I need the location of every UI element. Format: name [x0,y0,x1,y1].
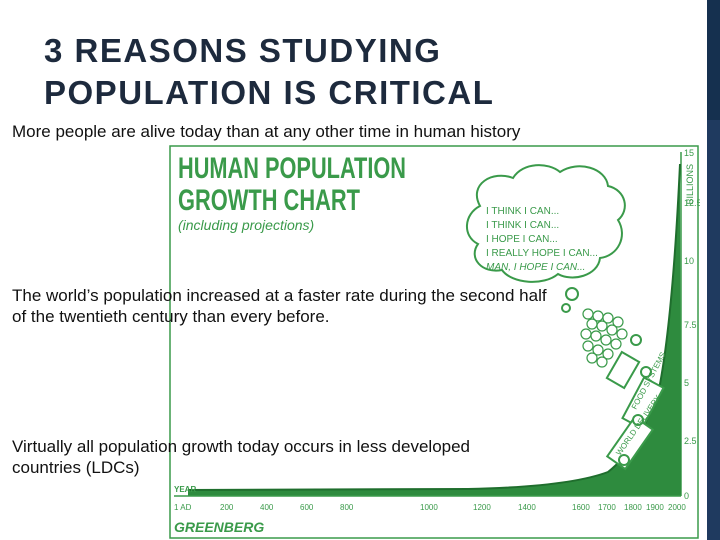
train-wheel [632,414,644,426]
x-tick-label: 200 [220,503,234,512]
x-tick-label: 600 [300,503,314,512]
population-growth-cartoon: HUMAN POPULATION GROWTH CHART (including… [169,145,700,539]
x-tick-label: 1000 [420,503,438,512]
accent-divider [703,0,706,540]
x-tick-label: 1200 [473,503,491,512]
train-car-world [605,415,655,471]
thought-line: I THINK I CAN... [486,206,559,217]
accent-bar-stripe [707,0,720,120]
y-tick-label: 12.5 [684,198,700,208]
x-tick-label: 2000 [668,503,686,512]
x-tick-label: 1 AD [174,503,192,512]
y-tick-label: 7.5 [684,320,697,330]
thought-text: I THINK I CAN... I THINK I CAN... I HOPE… [486,206,598,273]
y-tick-label: 5 [684,378,689,388]
slide-title-line-1: 3 REASONS STUDYING [44,32,442,69]
x-tick-label: 400 [260,503,274,512]
thought-cloud [466,164,626,283]
x-tick-label: 800 [340,503,354,512]
x-tick-label: 1600 [572,503,590,512]
y-tick-label: 10 [684,256,694,266]
slide-title: 3 REASONS STUDYING POPULATION IS CRITICA… [44,30,494,114]
thought-bubble-dot [565,287,579,301]
bullet-1: More people are alive today than at any … [12,122,521,141]
train-wheel [640,366,652,378]
y-unit-label: BILLIONS [685,164,695,205]
thought-line: I HOPE I CAN... [486,234,558,245]
slide-title-line-2: POPULATION IS CRITICAL [44,74,495,111]
bullet-3: Virtually all population growth today oc… [12,437,471,477]
people-crowd [580,308,628,368]
thought-line: I REALLY HOPE I CAN... [486,248,598,259]
accent-bar [707,0,720,540]
x-tick-label: 1700 [598,503,616,512]
cartoon-heading-line-1: HUMAN POPULATION [178,152,406,185]
x-tick-label: 1900 [646,503,664,512]
thought-line: MAN, I HOPE I CAN... [486,262,585,273]
train-wheel [630,334,642,346]
cartoon-train [605,334,665,471]
thought-line: I THINK I CAN... [486,220,559,231]
train-wheel [618,454,630,466]
x-axis-label: YEAR [174,485,196,494]
cartoon-subheading: (including projections) [178,217,314,233]
bullet-2: The world’s population increased at a fa… [12,286,547,326]
y-tick-label: 2.5 [684,436,697,446]
x-tick-label: 1800 [624,503,642,512]
growth-curve-area [188,164,681,496]
thought-bubble-dot [561,303,571,313]
cartoon-heading-line-2: GROWTH CHART [178,184,360,217]
artist-signature: GREENBERG [174,519,264,535]
y-tick-label: 0 [684,491,689,501]
train-engine [605,350,641,390]
cartoon-y-ticks: 15 12.5 10 7.5 5 2.5 0 [684,148,700,501]
cartoon-x-ticks: 1 AD 200 400 600 800 1000 1200 1400 1600… [174,503,686,512]
y-tick-label: 15 [684,148,694,158]
x-tick-label: 1400 [518,503,536,512]
